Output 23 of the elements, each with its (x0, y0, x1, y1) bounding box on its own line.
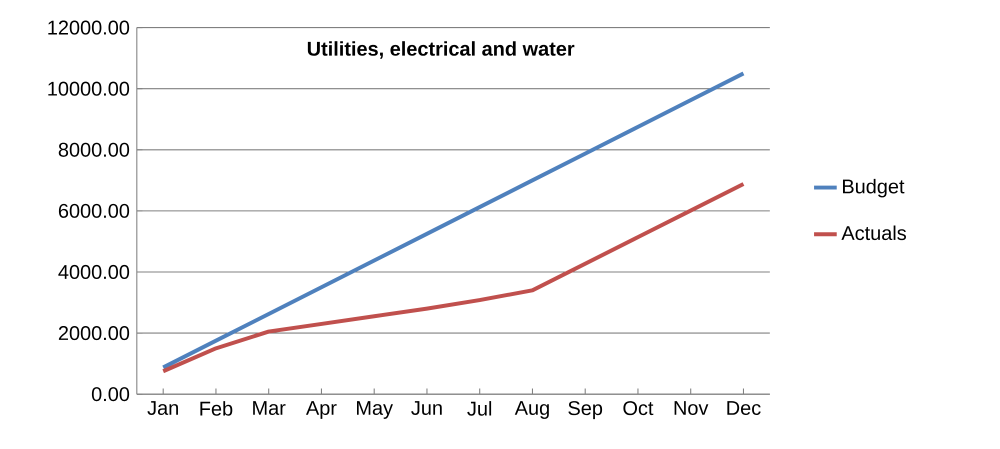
y-tick-label: 0.00 (92, 387, 130, 402)
y-tick-label: 2000.00 (58, 326, 130, 340)
y-tick-label: 6000.00 (58, 204, 130, 218)
x-tick-label: Dec (727, 401, 761, 415)
x-tick-label: Sep (568, 401, 602, 420)
y-tick-label: 12000.00 (48, 20, 130, 35)
x-tick-label: Feb (200, 401, 232, 416)
text: Utilities, electrical and water (308, 41, 574, 59)
x-tick-label: Nov (674, 401, 708, 415)
y-tick-label: 8000.00 (58, 142, 130, 157)
legend-label: Actuals (841, 226, 906, 240)
x-tick-label: Jan (147, 401, 178, 415)
x-tick-label: Oct (623, 401, 654, 416)
y-tick-label: 10000.00 (48, 82, 130, 96)
x-tick-label: Apr (306, 401, 337, 419)
line-series (161, 71, 746, 370)
x-tick-label: May (357, 401, 393, 419)
x-tick-label: Jun (411, 401, 442, 415)
x-tick-label: Jul (467, 401, 492, 416)
y-tick-label: 4000.00 (58, 264, 130, 280)
x-tick-label: Aug (514, 401, 549, 419)
x-tick-label: Mar (253, 401, 286, 415)
legend-label: Budget (843, 178, 904, 198)
